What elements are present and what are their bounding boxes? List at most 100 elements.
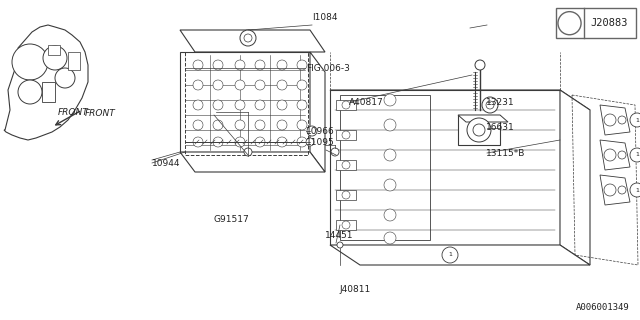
Circle shape: [255, 60, 265, 70]
Polygon shape: [180, 30, 325, 52]
Polygon shape: [600, 140, 630, 170]
Circle shape: [618, 116, 626, 124]
Circle shape: [18, 80, 42, 104]
Circle shape: [630, 113, 640, 127]
Circle shape: [306, 138, 314, 146]
Text: 14451: 14451: [325, 231, 354, 240]
Circle shape: [384, 94, 396, 106]
Text: 1: 1: [635, 117, 639, 123]
Circle shape: [297, 137, 307, 147]
Circle shape: [12, 44, 48, 80]
Text: FRONT: FRONT: [85, 108, 116, 117]
Circle shape: [193, 80, 203, 90]
Circle shape: [235, 137, 245, 147]
Circle shape: [193, 137, 203, 147]
Text: 13115*B: 13115*B: [486, 149, 526, 158]
Circle shape: [467, 118, 491, 142]
Circle shape: [342, 131, 350, 139]
Text: I1084: I1084: [312, 13, 338, 22]
Circle shape: [558, 12, 581, 35]
Polygon shape: [336, 160, 356, 170]
Circle shape: [277, 60, 287, 70]
Text: A006001349: A006001349: [576, 303, 630, 312]
Circle shape: [331, 148, 339, 156]
Circle shape: [342, 221, 350, 229]
Text: 13231: 13231: [486, 98, 515, 107]
Circle shape: [384, 119, 396, 131]
Polygon shape: [560, 90, 590, 265]
Circle shape: [342, 101, 350, 109]
Polygon shape: [458, 115, 508, 122]
Text: 11095: 11095: [306, 138, 335, 147]
Text: 1: 1: [566, 19, 572, 28]
Text: A40817: A40817: [349, 98, 383, 107]
Circle shape: [297, 120, 307, 130]
Circle shape: [213, 60, 223, 70]
Text: 10966: 10966: [306, 127, 335, 136]
Text: J20883: J20883: [590, 18, 628, 28]
Circle shape: [482, 97, 498, 113]
Circle shape: [244, 148, 252, 156]
Polygon shape: [48, 45, 60, 55]
Polygon shape: [330, 245, 590, 265]
Circle shape: [55, 68, 75, 88]
Circle shape: [255, 120, 265, 130]
Polygon shape: [600, 105, 630, 135]
Polygon shape: [42, 82, 55, 102]
Circle shape: [277, 120, 287, 130]
Text: 10944: 10944: [152, 159, 181, 168]
Circle shape: [307, 126, 317, 136]
Circle shape: [277, 137, 287, 147]
Circle shape: [604, 114, 616, 126]
Circle shape: [193, 120, 203, 130]
Text: FRONT: FRONT: [58, 108, 88, 117]
Circle shape: [442, 247, 458, 263]
Circle shape: [618, 151, 626, 159]
Circle shape: [277, 80, 287, 90]
Circle shape: [213, 80, 223, 90]
Circle shape: [384, 179, 396, 191]
Text: 1: 1: [635, 153, 639, 157]
Text: FIG.006-3: FIG.006-3: [306, 64, 350, 73]
Circle shape: [630, 183, 640, 197]
Polygon shape: [180, 52, 310, 152]
Polygon shape: [483, 100, 497, 107]
Polygon shape: [336, 190, 356, 200]
Text: 1: 1: [635, 188, 639, 193]
Polygon shape: [600, 175, 630, 205]
Circle shape: [618, 186, 626, 194]
Circle shape: [255, 100, 265, 110]
Text: 1: 1: [448, 252, 452, 258]
Circle shape: [486, 101, 494, 109]
Circle shape: [255, 137, 265, 147]
Circle shape: [240, 30, 256, 46]
Text: 16631: 16631: [486, 124, 515, 132]
Circle shape: [297, 60, 307, 70]
Circle shape: [193, 60, 203, 70]
Circle shape: [337, 242, 343, 248]
Text: G91517: G91517: [213, 215, 249, 224]
Circle shape: [630, 148, 640, 162]
Circle shape: [235, 80, 245, 90]
Circle shape: [235, 100, 245, 110]
Circle shape: [277, 100, 287, 110]
Polygon shape: [330, 90, 560, 245]
Polygon shape: [336, 100, 356, 110]
Text: J40811: J40811: [339, 285, 371, 294]
Circle shape: [384, 209, 396, 221]
Circle shape: [213, 100, 223, 110]
Polygon shape: [458, 115, 500, 145]
Circle shape: [342, 191, 350, 199]
Circle shape: [384, 232, 396, 244]
Circle shape: [213, 137, 223, 147]
Circle shape: [297, 100, 307, 110]
Polygon shape: [330, 90, 590, 110]
Circle shape: [255, 80, 265, 90]
Circle shape: [43, 46, 67, 70]
Polygon shape: [340, 95, 430, 240]
Bar: [556, 8, 636, 38]
Circle shape: [235, 60, 245, 70]
Polygon shape: [336, 130, 356, 140]
Circle shape: [475, 60, 485, 70]
Circle shape: [604, 184, 616, 196]
